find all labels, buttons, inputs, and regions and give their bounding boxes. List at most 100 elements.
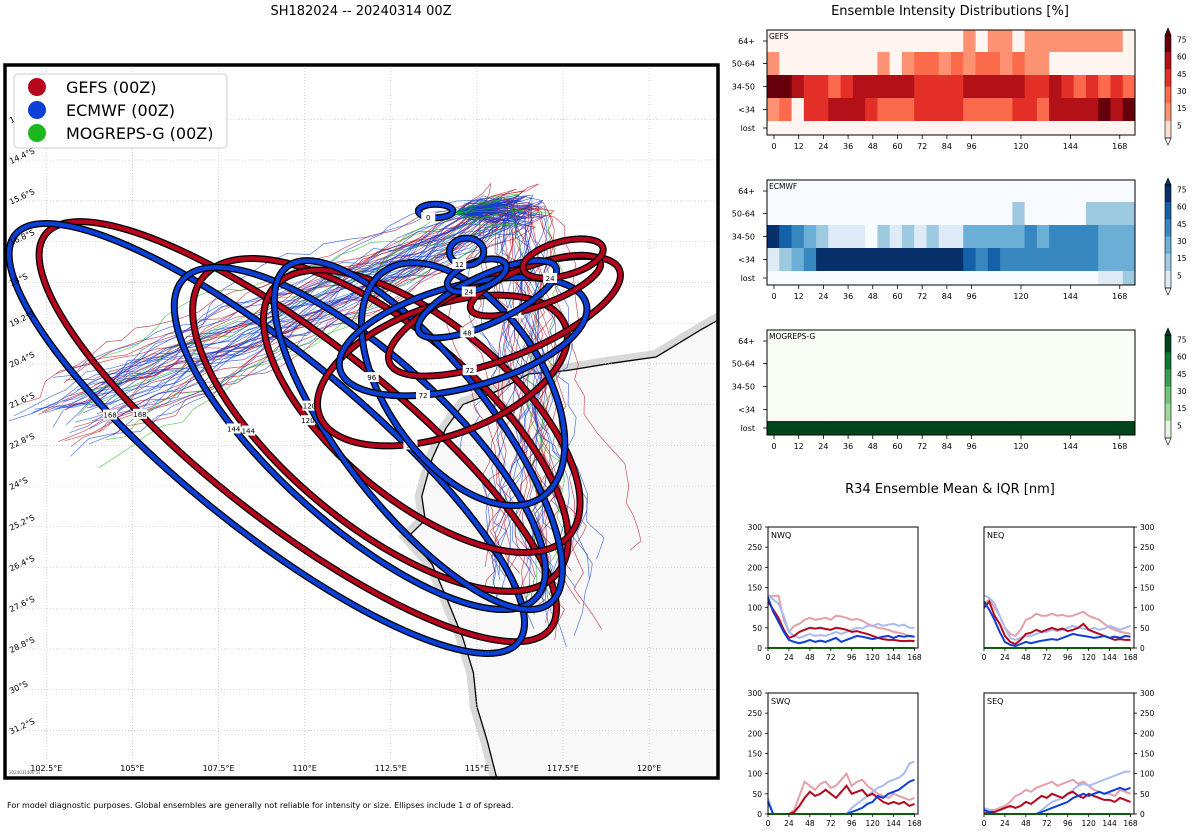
xtick-label-8: 96	[966, 142, 976, 151]
cell-4-17	[975, 121, 989, 136]
ytick-label-3: 150	[748, 584, 763, 593]
cell-2-1	[779, 225, 793, 249]
cell-2-13	[926, 375, 940, 399]
cell-2-21	[1024, 225, 1038, 249]
ellipse-ecmwf-12-label: 12	[452, 259, 467, 270]
row-label-4: lost	[741, 424, 755, 433]
cell-3-6	[840, 98, 854, 122]
xtick-label-2: 48	[805, 819, 815, 828]
cell-1-3	[803, 352, 817, 376]
cell-1-14	[938, 52, 952, 76]
ellipse-ecmwf-48-label-bg	[460, 327, 475, 338]
track-71	[74, 212, 525, 423]
panel-label: NWQ	[771, 531, 791, 540]
track-39	[456, 201, 642, 551]
ytick-label-2: 100	[748, 604, 763, 613]
intensity-heatmaps: 64+ 50-64 34-50 <34 lost GEFS 0 12 24 36 48 60 72 84 9…	[732, 27, 1187, 451]
ytick-label-0: 0	[1140, 810, 1145, 819]
xtick-label-4: 48	[868, 292, 878, 301]
cell-0-24	[1061, 180, 1075, 203]
ellipse-ecmwf-12-label-bg	[452, 259, 467, 270]
cell-0-20	[1012, 330, 1026, 353]
ellipse-ecmwf-72-label-text: 72	[419, 392, 428, 400]
panel-frame	[766, 329, 1136, 436]
cell-1-19	[1000, 352, 1013, 376]
cell-0-5	[828, 180, 842, 203]
cell-4-9	[877, 421, 891, 436]
xtick-label-6: 144	[1102, 653, 1117, 662]
ellipse-ecmwf-120-label-text: 120	[303, 403, 316, 411]
ellipse-ecmwf-24-label: 24	[461, 286, 476, 297]
cell-3-10	[889, 398, 903, 422]
colorbar-seg-5	[1165, 420, 1171, 439]
cell-0-0	[767, 30, 780, 53]
cell-0-13	[926, 30, 940, 53]
cell-1-5	[828, 352, 842, 376]
cell-2-2	[791, 75, 805, 99]
cell-3-18	[987, 248, 1001, 272]
cell-3-4	[816, 398, 829, 422]
xtick-label-4: 96	[847, 819, 857, 828]
timestamp-stamp: 2024031406:11	[9, 770, 41, 775]
ytick-label-3: 150	[1140, 584, 1155, 593]
cell-2-16	[963, 75, 977, 99]
colorbar-seg-0	[1165, 335, 1171, 353]
cell-4-1	[779, 271, 793, 286]
cell-0-11	[901, 330, 915, 353]
cell-3-22	[1036, 248, 1050, 272]
ytick-label-5: 250	[748, 543, 763, 552]
ytick-label-4: 200	[1140, 563, 1155, 572]
cell-4-9	[877, 121, 891, 136]
xtick-label-9: 120	[1013, 142, 1028, 151]
colorbar-label-2: 45	[1177, 370, 1187, 379]
cell-2-15	[951, 375, 964, 399]
xtick-label-9: 120	[1013, 442, 1028, 451]
cell-3-20	[1012, 248, 1026, 272]
colorbar-seg-2	[1165, 369, 1171, 387]
legend-label-2: MOGREPS-G (00Z)	[66, 124, 213, 143]
cell-1-23	[1049, 52, 1062, 76]
cell-4-23	[1049, 421, 1062, 436]
cell-0-9	[877, 180, 891, 203]
cell-1-25	[1073, 52, 1087, 76]
colorbar-seg-1	[1165, 202, 1171, 220]
colorbar-label-5: 5	[1177, 271, 1182, 280]
cell-4-12	[914, 121, 927, 136]
cell-2-9	[877, 225, 891, 249]
cell-0-6	[840, 330, 854, 353]
r34-line-gefs-mean	[983, 790, 1131, 815]
track-32	[63, 183, 539, 383]
colorbar-frame	[1164, 334, 1172, 439]
cell-3-24	[1061, 248, 1075, 272]
colorbar-label-0: 75	[1177, 36, 1187, 45]
cell-2-4	[816, 75, 829, 99]
cell-2-18	[987, 375, 1001, 399]
cell-3-1	[779, 398, 793, 422]
cell-1-9	[877, 352, 891, 376]
cell-0-23	[1049, 330, 1062, 353]
cell-0-14	[938, 330, 952, 353]
row-label-2: 34-50	[732, 383, 755, 392]
xtick-label-1: 12	[794, 442, 804, 451]
row-label-3: <34	[738, 106, 755, 115]
xtick-label-2: 24	[818, 442, 828, 451]
ellipse-ecmwf-12	[447, 235, 486, 268]
cell-2-17	[975, 375, 989, 399]
cell-2-10	[889, 75, 903, 99]
ytick-label-6: 300	[748, 689, 763, 698]
ellipse-gefs-144-label-text: 144	[242, 428, 256, 436]
cell-4-0	[767, 271, 780, 286]
track-90	[456, 206, 565, 611]
cell-2-2	[791, 225, 805, 249]
cell-4-9	[877, 271, 891, 286]
xtick-label-3: 72	[826, 653, 836, 662]
cell-2-23	[1049, 75, 1062, 99]
cell-1-21	[1024, 52, 1038, 76]
xtick-label-4: 96	[1063, 653, 1073, 662]
cell-2-15	[951, 225, 964, 249]
row-label-1: 50-64	[732, 60, 755, 69]
cell-4-11	[901, 421, 915, 436]
cell-4-21	[1024, 421, 1038, 436]
xtick-label-1: 12	[794, 292, 804, 301]
cell-0-18	[987, 330, 1001, 353]
